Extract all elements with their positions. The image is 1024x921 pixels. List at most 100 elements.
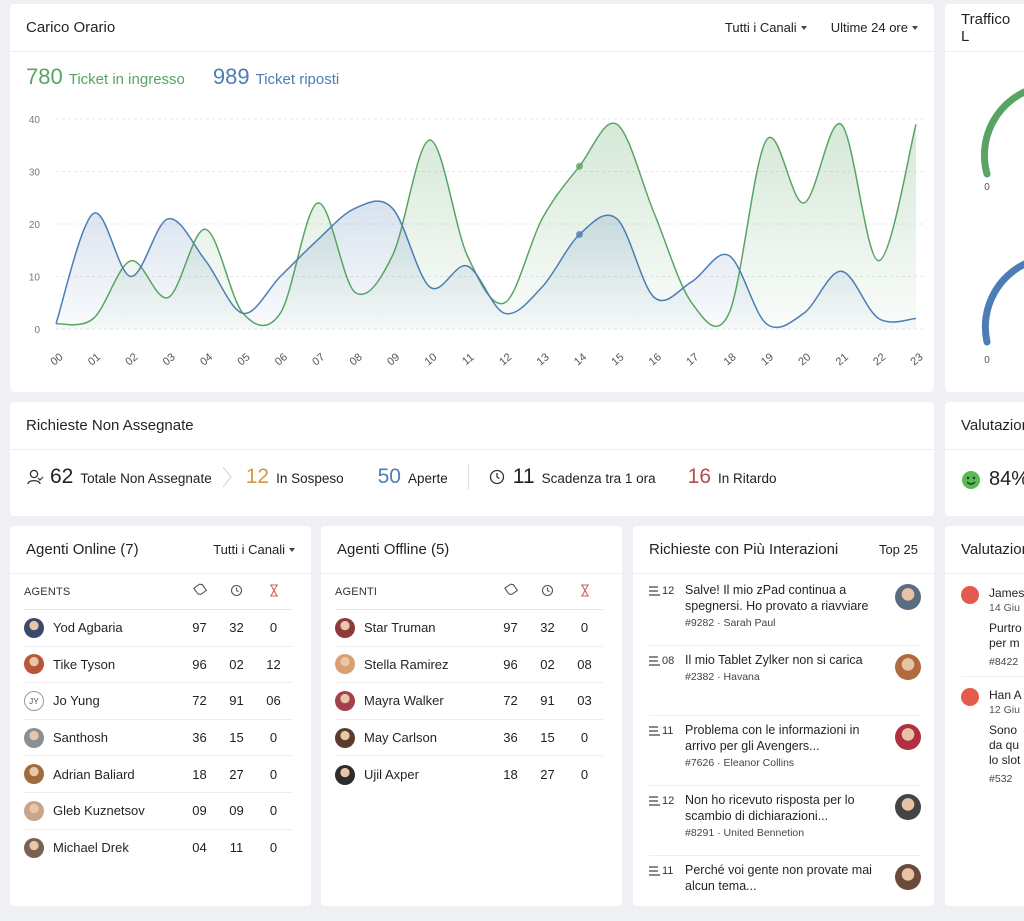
data-point[interactable] bbox=[616, 123, 618, 125]
data-point[interactable] bbox=[575, 231, 583, 238]
agents-channel-label: Tutti i Canali bbox=[213, 542, 285, 557]
data-point[interactable] bbox=[279, 275, 281, 277]
data-point[interactable] bbox=[55, 323, 57, 325]
data-point[interactable] bbox=[279, 312, 281, 314]
avatar bbox=[24, 654, 44, 675]
agent-row[interactable]: Tike Tyson 96 02 12 bbox=[24, 647, 292, 684]
agent-row[interactable]: Yod Agbaria 97 32 0 bbox=[24, 610, 292, 647]
interaction-item[interactable]: 11 Perché voi gente non provate mai alcun… bbox=[649, 856, 921, 906]
data-point[interactable] bbox=[391, 254, 393, 256]
data-point[interactable] bbox=[130, 260, 132, 262]
agent-row[interactable]: Santhosh 36 15 0 bbox=[24, 720, 292, 757]
data-point[interactable] bbox=[92, 212, 94, 214]
data-point[interactable] bbox=[317, 239, 319, 241]
data-point[interactable] bbox=[466, 254, 468, 256]
hourly-load-title: Carico Orario bbox=[26, 19, 116, 36]
agent-row[interactable]: Gleb Kuznetsov 09 09 0 bbox=[24, 793, 292, 830]
data-point[interactable] bbox=[616, 218, 618, 220]
agent-stat-a: 18 bbox=[503, 767, 518, 783]
avatar bbox=[335, 727, 355, 748]
data-point[interactable] bbox=[915, 123, 917, 125]
data-point[interactable] bbox=[690, 281, 692, 283]
agent-row[interactable]: Star Truman 97 32 0 bbox=[335, 610, 603, 647]
agent-stat-a: 97 bbox=[503, 620, 518, 636]
interaction-item[interactable]: 12 Salve! Il mio zPad continua a spegners… bbox=[649, 576, 921, 646]
time-range-dropdown[interactable]: Ultime 24 ore bbox=[831, 20, 918, 35]
total-unassigned-stat[interactable]: 62 Totale Non Assegnate bbox=[50, 465, 212, 489]
ticket-icon bbox=[492, 583, 529, 600]
data-point[interactable] bbox=[429, 139, 431, 141]
data-point[interactable] bbox=[840, 270, 842, 272]
agent-row[interactable]: Ujil Axper 18 27 0 bbox=[335, 756, 603, 793]
data-point[interactable] bbox=[653, 212, 655, 214]
interaction-count-value: 08 bbox=[662, 655, 675, 667]
data-point[interactable] bbox=[317, 202, 319, 204]
replied-summary: 989 Ticket riposti bbox=[213, 64, 339, 90]
rating-list-card: Valutazion James 14 Giu Purtro per m #84… bbox=[945, 526, 1024, 906]
data-point[interactable] bbox=[391, 207, 393, 209]
rating-text-line: per m bbox=[989, 636, 1020, 650]
data-point[interactable] bbox=[354, 291, 356, 293]
x-tick-label: 10 bbox=[422, 351, 439, 368]
interaction-item[interactable]: 11 Problema con le informazioni in arrivo… bbox=[649, 716, 921, 786]
data-point[interactable] bbox=[803, 312, 805, 314]
agent-row[interactable]: Michael Drek 04 11 0 bbox=[24, 830, 292, 867]
data-point[interactable] bbox=[503, 302, 505, 304]
data-point[interactable] bbox=[765, 323, 767, 325]
avatar bbox=[335, 617, 355, 638]
data-point[interactable] bbox=[242, 312, 244, 314]
channel-filter-dropdown[interactable]: Tutti i Canali bbox=[725, 20, 807, 35]
data-point[interactable] bbox=[877, 260, 879, 262]
pending-stat[interactable]: 12 In Sospeso bbox=[246, 465, 344, 489]
y-tick-label: 40 bbox=[29, 115, 41, 126]
rating-text-line: Purtro bbox=[989, 621, 1022, 635]
rating-name: James bbox=[989, 586, 1024, 600]
rating-summary: 84% bbox=[961, 468, 1024, 491]
data-point[interactable] bbox=[130, 275, 132, 277]
data-point[interactable] bbox=[503, 312, 505, 314]
data-point[interactable] bbox=[354, 207, 356, 209]
interaction-item[interactable]: 12 Non ho ricevuto risposta per lo scambi… bbox=[649, 786, 921, 856]
data-point[interactable] bbox=[728, 312, 730, 314]
data-point[interactable] bbox=[690, 302, 692, 304]
sad-face-icon bbox=[961, 688, 979, 706]
data-point[interactable] bbox=[728, 254, 730, 256]
agent-row[interactable]: May Carlson 36 15 0 bbox=[335, 720, 603, 757]
data-point[interactable] bbox=[541, 286, 543, 288]
open-stat[interactable]: 50 Aperte bbox=[378, 465, 448, 489]
data-point[interactable] bbox=[877, 317, 879, 319]
data-point[interactable] bbox=[466, 265, 468, 267]
agents-channel-dropdown[interactable]: Tutti i Canali bbox=[213, 542, 295, 557]
data-point[interactable] bbox=[204, 228, 206, 230]
hourglass-icon bbox=[255, 583, 292, 600]
data-point[interactable] bbox=[915, 317, 917, 319]
data-point[interactable] bbox=[575, 162, 583, 170]
agent-row[interactable]: Stella Ramirez 96 02 08 bbox=[335, 647, 603, 684]
data-point[interactable] bbox=[803, 202, 805, 204]
data-point[interactable] bbox=[167, 218, 169, 220]
x-tick-label: 03 bbox=[161, 351, 178, 368]
overdue-stat[interactable]: 16 In Ritardo bbox=[688, 465, 777, 489]
agent-row[interactable]: JY Jo Yung 72 91 06 bbox=[24, 683, 292, 720]
rating-name: Han A bbox=[989, 688, 1022, 702]
agent-stat-a: 96 bbox=[192, 656, 207, 672]
hourly-load-header: Carico Orario Tutti i Canali Ultime 24 o… bbox=[10, 4, 934, 52]
data-point[interactable] bbox=[204, 260, 206, 262]
gauge-min-2: 0 bbox=[984, 355, 990, 366]
agent-stat-a: 72 bbox=[503, 693, 518, 709]
data-point[interactable] bbox=[653, 296, 655, 298]
data-point[interactable] bbox=[765, 139, 767, 141]
x-tick-label: 11 bbox=[460, 351, 476, 368]
interaction-item[interactable]: 08 Il mio Tablet Zylker non si carica #238… bbox=[649, 646, 921, 716]
agent-row[interactable]: Mayra Walker 72 91 03 bbox=[335, 683, 603, 720]
data-point[interactable] bbox=[167, 296, 169, 298]
agent-row[interactable]: Adrian Baliard 18 27 0 bbox=[24, 756, 292, 793]
data-point[interactable] bbox=[840, 123, 842, 125]
data-point[interactable] bbox=[429, 286, 431, 288]
replied-gauge-arc bbox=[981, 260, 1024, 346]
series-line-1 bbox=[55, 200, 917, 329]
data-point[interactable] bbox=[541, 218, 543, 220]
data-point[interactable] bbox=[92, 317, 94, 319]
due-soon-stat[interactable]: 11 Scadenza tra 1 ora bbox=[513, 465, 656, 489]
table-header: AGENTI bbox=[335, 574, 603, 610]
